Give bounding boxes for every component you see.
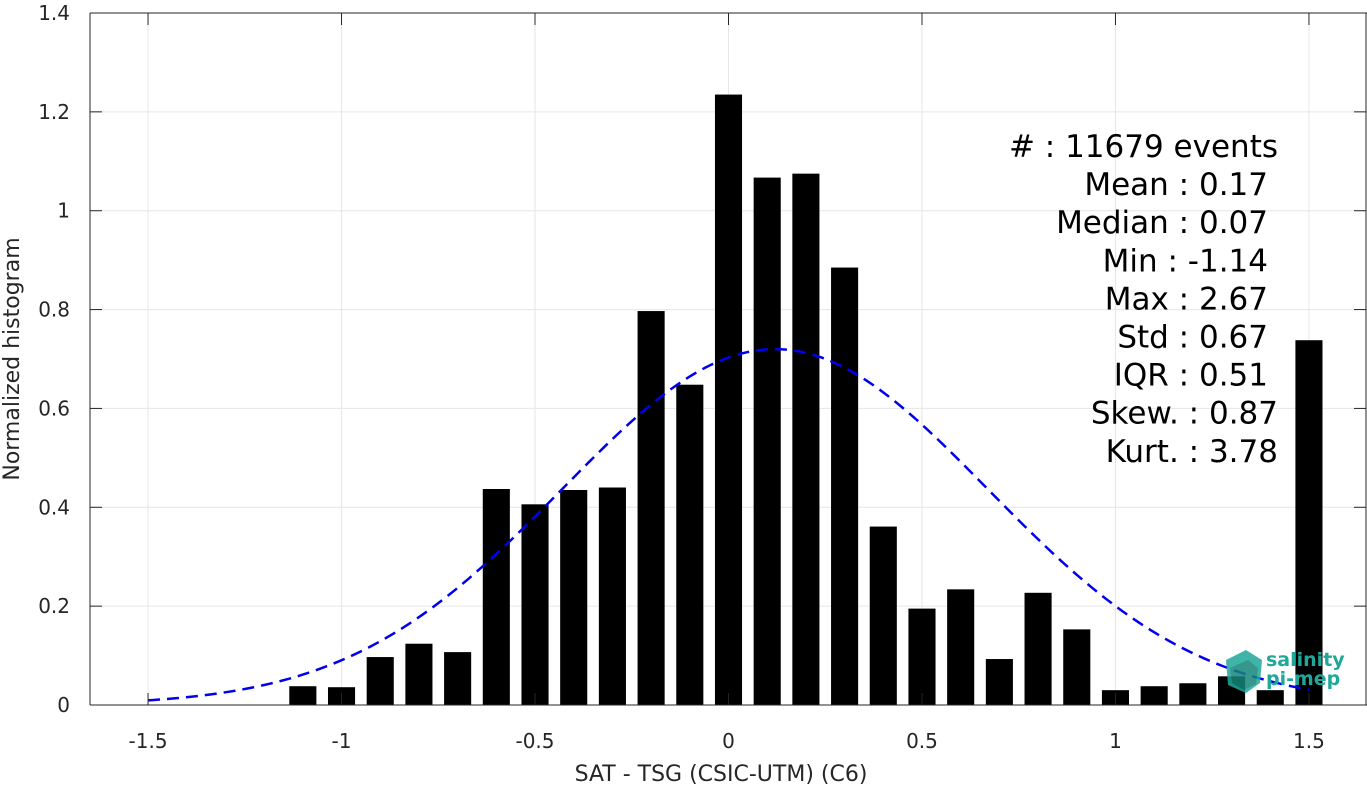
histogram-bar (908, 608, 936, 705)
salinity-pimep-logo: salinity pi-mep (1226, 649, 1345, 693)
y-tick-label: 1.4 (38, 1, 70, 25)
stats-line: Min : -1.14 (1103, 243, 1268, 279)
histogram-bar (753, 177, 781, 705)
histogram-bar (405, 643, 433, 705)
y-tick-label: 1 (57, 199, 70, 223)
x-tick-label: 0.5 (906, 729, 938, 753)
stats-line: Std : 0.67 (1117, 320, 1268, 356)
logo-line2: pi-mep (1266, 668, 1340, 690)
histogram-bar (1140, 686, 1168, 705)
histogram-bar (444, 652, 472, 705)
y-tick-labels: 0 0.2 0.4 0.6 0.8 1 1.2 1.4 (38, 1, 70, 717)
histogram-bar (1256, 690, 1284, 705)
axes-box (89, 12, 1367, 706)
x-tick-label: 1.5 (1293, 729, 1325, 753)
histogram-bar (714, 94, 743, 706)
x-tick-label: -1.5 (129, 729, 168, 753)
x-tick-label: -0.5 (515, 729, 554, 753)
y-axis-label: Normalized histogram (0, 237, 25, 480)
histogram-bar (676, 384, 704, 705)
stats-line: Median : 0.07 (1056, 205, 1268, 241)
x-axis-label: SAT - TSG (CSIC-UTM) (C6) (575, 762, 868, 785)
histogram-bar (985, 659, 1013, 705)
x-tick-label: 0 (722, 729, 735, 753)
stats-line: Skew. : 0.87 (1091, 396, 1278, 432)
histogram-bar (792, 173, 820, 706)
histogram-bar (947, 589, 975, 705)
x-tick-label: 1 (1109, 729, 1122, 753)
stats-line: # : 11679 events (1009, 129, 1278, 165)
y-tick-label: 0.8 (38, 298, 70, 322)
y-tick-label: 0.6 (38, 396, 70, 420)
histogram-bar (637, 311, 665, 705)
histogram-bar (1295, 340, 1323, 705)
histogram-bar (1024, 592, 1052, 705)
histogram-bar (560, 489, 588, 705)
histogram-bars (289, 94, 1323, 706)
y-tick-label: 0.4 (38, 495, 70, 519)
stats-line: Kurt. : 3.78 (1106, 434, 1278, 470)
histogram-bar (366, 657, 394, 705)
histogram-bar (869, 526, 897, 705)
histogram-bar (482, 488, 510, 705)
stats-line: Mean : 0.17 (1084, 167, 1268, 203)
histogram-bar (831, 267, 859, 705)
y-tick-label: 0.2 (38, 594, 70, 618)
x-tick-labels: -1.5 -1 -0.5 0 0.5 1 1.5 (129, 729, 1325, 753)
histogram-bar (598, 487, 626, 705)
stats-line: Max : 2.67 (1105, 281, 1268, 317)
x-tick-label: -1 (332, 729, 352, 753)
normal-fit-curve (147, 347, 1310, 702)
histogram-bar (289, 686, 317, 705)
logo-line1: salinity (1266, 649, 1345, 671)
stats-line: IQR : 0.51 (1114, 358, 1268, 394)
histogram-bar (1063, 629, 1091, 705)
y-tick-label: 0 (57, 693, 70, 717)
y-tick-label: 1.2 (38, 100, 70, 124)
histogram-bar (521, 504, 549, 705)
logo-icon (1226, 650, 1262, 693)
histogram-bar (1179, 683, 1207, 705)
